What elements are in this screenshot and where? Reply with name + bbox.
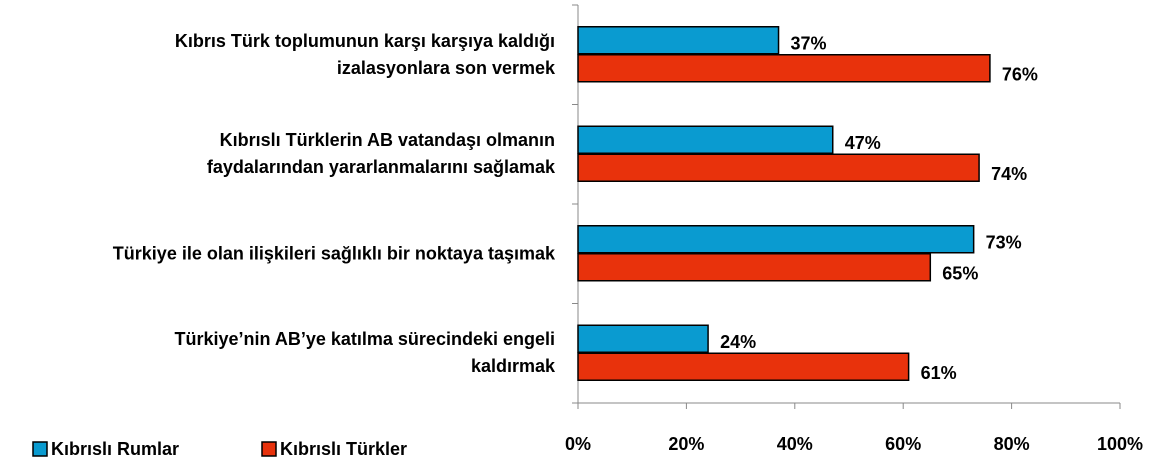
bar — [577, 253, 932, 282]
x-tick-label: 100% — [1097, 434, 1143, 454]
value-label: 65% — [942, 264, 978, 284]
x-tick-label: 60% — [885, 434, 921, 454]
value-label: 61% — [921, 363, 957, 383]
bar — [577, 153, 980, 182]
category-label: Türkiye’nin AB’ye katılma sürecindeki en… — [174, 329, 555, 377]
value-label: 24% — [720, 332, 756, 352]
value-label: 37% — [791, 34, 827, 54]
x-tick-label: 40% — [777, 434, 813, 454]
legend-swatch — [32, 441, 48, 457]
value-label: 76% — [1002, 65, 1038, 85]
bar — [577, 26, 780, 55]
bar — [577, 324, 709, 353]
value-label: 47% — [845, 133, 881, 153]
legend-label: Kıbrıslı Türkler — [280, 439, 407, 459]
legend-swatch — [261, 441, 277, 457]
legend-label: Kıbrıslı Rumlar — [51, 439, 179, 459]
bar — [577, 54, 991, 83]
value-label: 73% — [986, 233, 1022, 253]
category-label: Türkiye ile olan ilişkileri sağlıklı bir… — [112, 243, 555, 264]
category-label: Kıbrıs Türk toplumunun karşı karşıya kal… — [174, 30, 555, 78]
x-tick-label: 80% — [994, 434, 1030, 454]
x-tick-label: 0% — [565, 434, 591, 454]
bar — [577, 225, 975, 254]
bar — [577, 352, 910, 381]
x-tick-label: 20% — [668, 434, 704, 454]
category-label: Kıbrıslı Türklerin AB vatandaşı olmanın … — [206, 130, 555, 178]
value-label: 74% — [991, 164, 1027, 184]
bar — [577, 125, 834, 154]
